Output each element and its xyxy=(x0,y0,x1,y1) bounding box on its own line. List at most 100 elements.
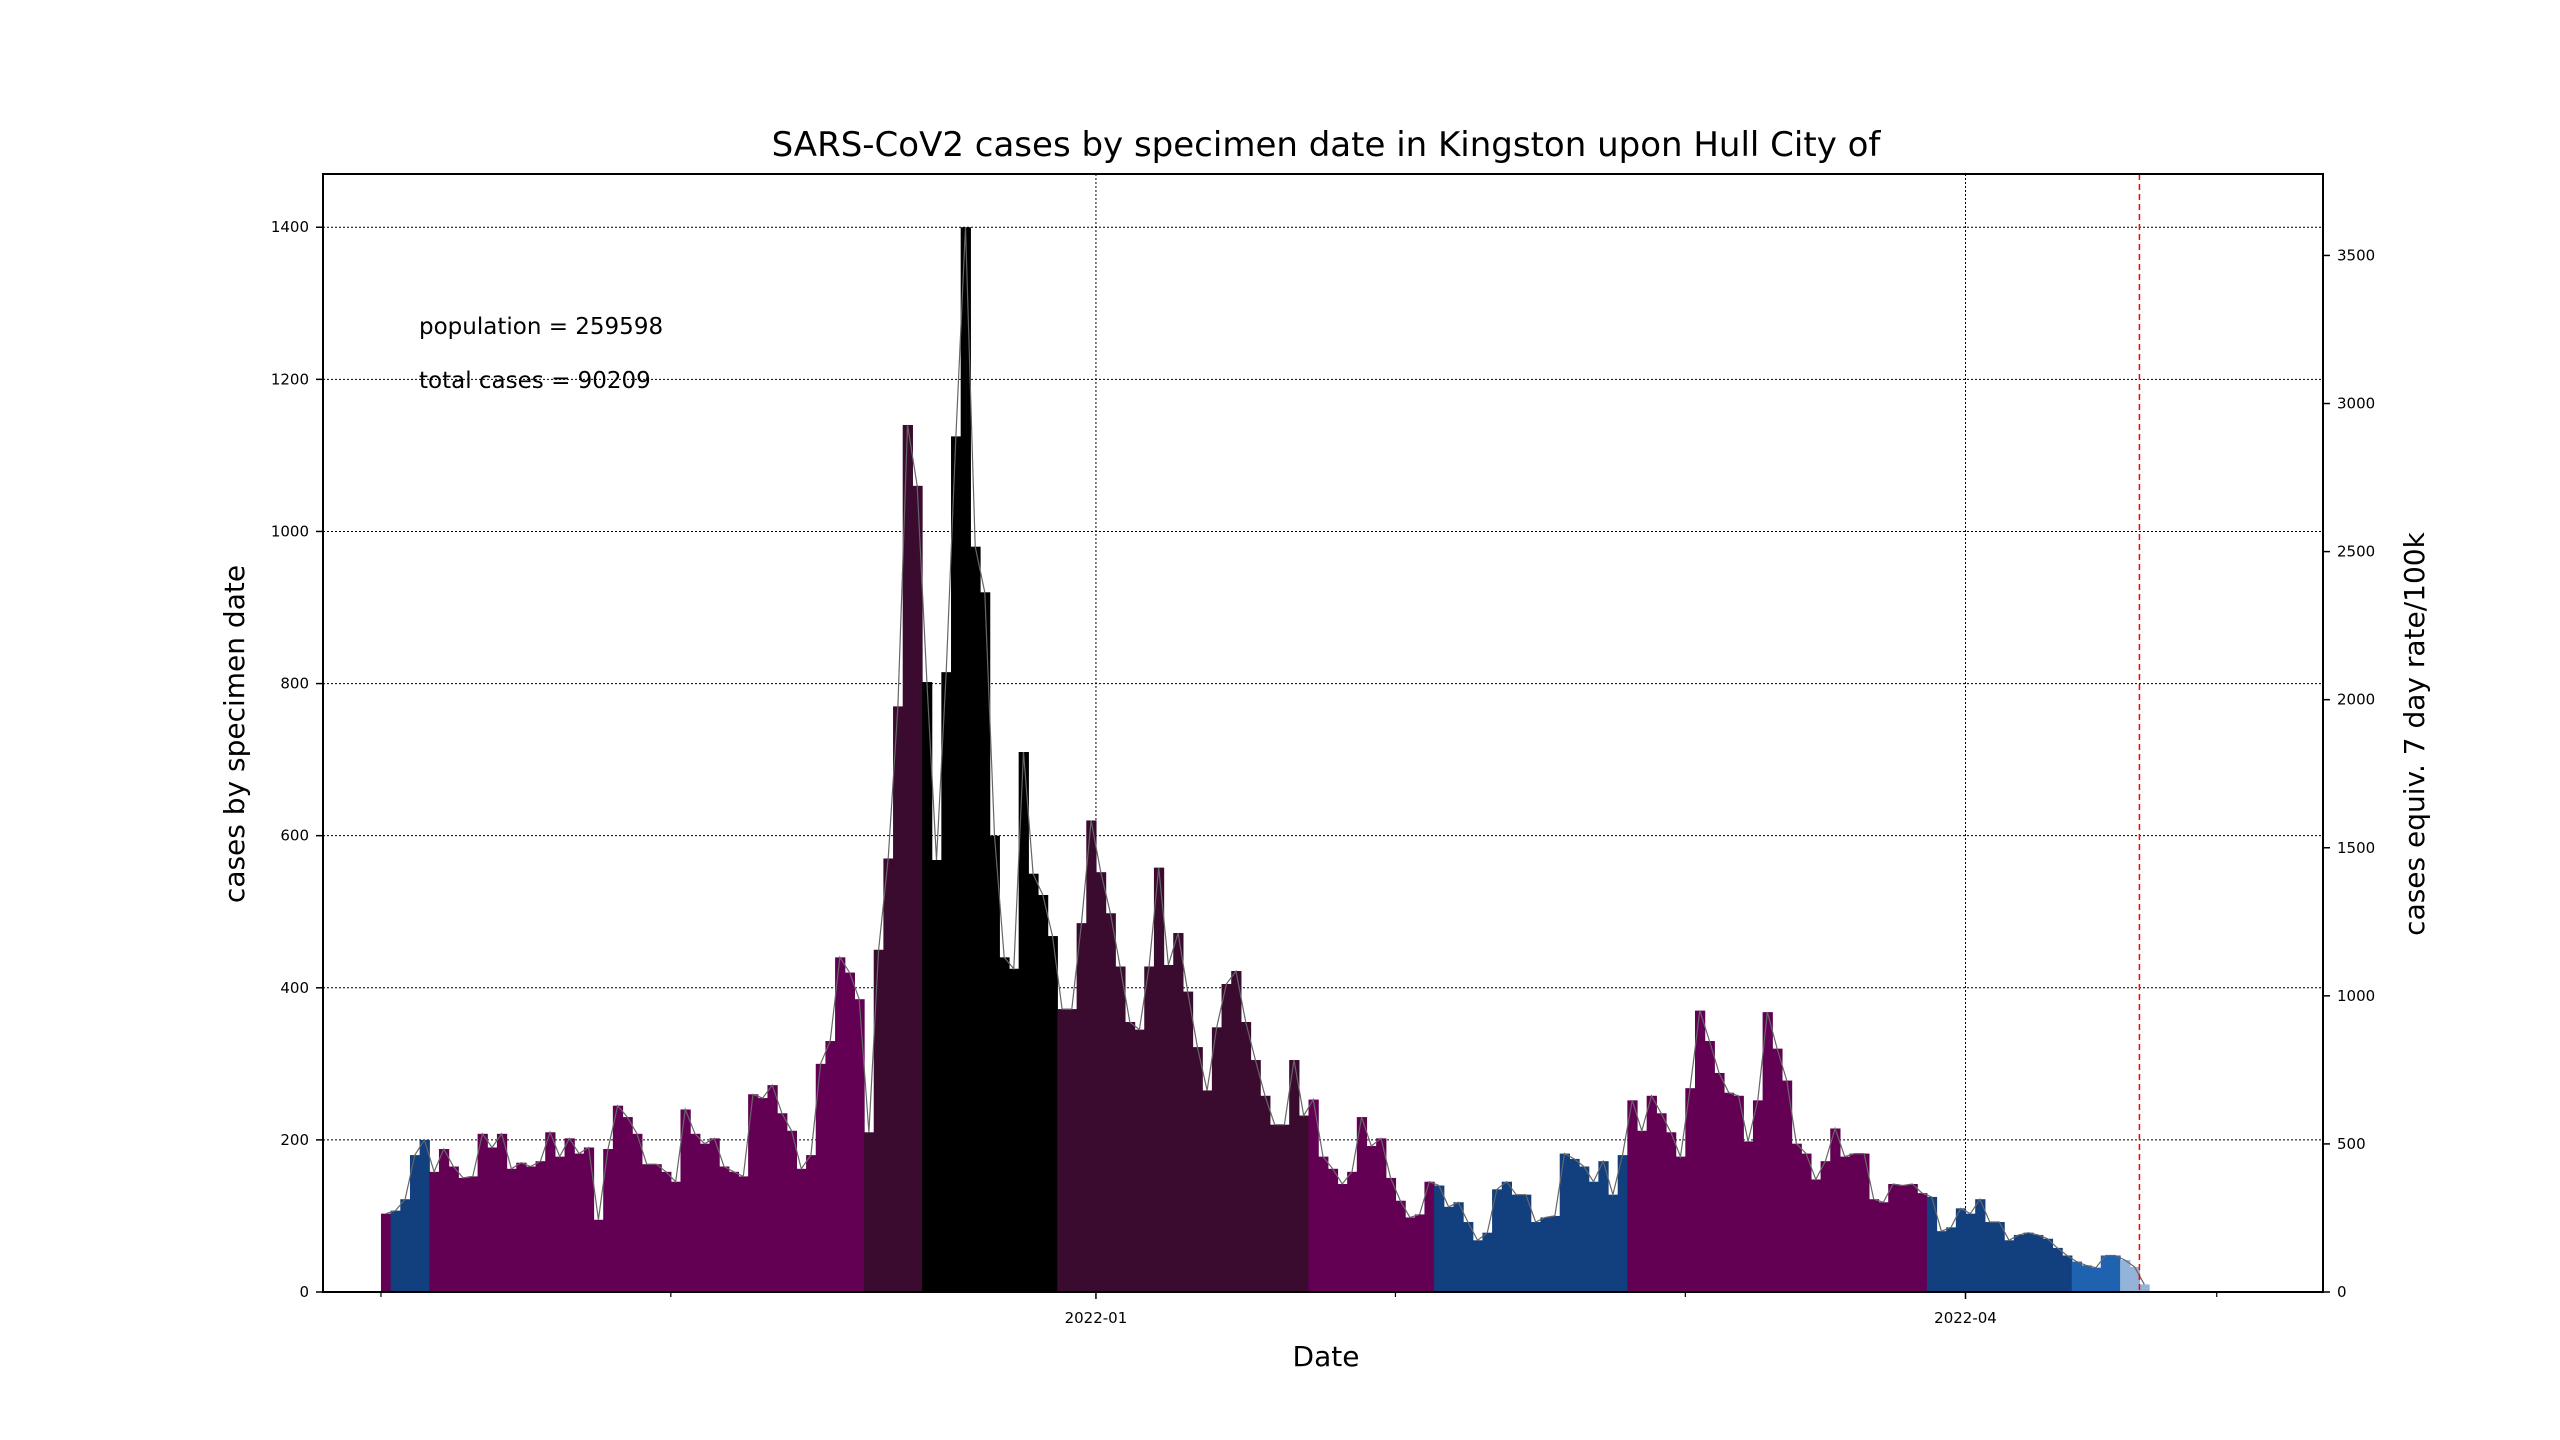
y-right-tick-label: 3500 xyxy=(2337,246,2375,264)
case-bar xyxy=(1743,1141,1754,1292)
case-bar xyxy=(1926,1196,1938,1292)
case-bar xyxy=(2110,1255,2121,1292)
case-bar xyxy=(1907,1184,1918,1292)
case-bar xyxy=(699,1143,711,1292)
case-bar xyxy=(651,1164,662,1292)
case-bar xyxy=(419,1139,430,1292)
case-bar xyxy=(2033,1234,2044,1292)
y-tick-label: 200 xyxy=(280,1131,309,1149)
case-bar xyxy=(1163,964,1174,1292)
case-bar xyxy=(1279,1124,1290,1292)
y-tick-label: 600 xyxy=(280,827,309,845)
case-bar xyxy=(844,972,856,1292)
case-bar xyxy=(1182,991,1194,1292)
case-bar xyxy=(960,227,971,1293)
case-bar xyxy=(545,1132,556,1292)
case-bar xyxy=(622,1117,633,1292)
case-bar xyxy=(709,1138,720,1292)
case-bar xyxy=(902,424,913,1292)
chart-title: SARS-CoV2 cases by specimen date in King… xyxy=(772,125,1882,165)
case-bar xyxy=(1955,1208,1967,1292)
case-bar xyxy=(1492,1189,1503,1292)
case-bar xyxy=(1057,1009,1068,1292)
case-bar xyxy=(1405,1217,1416,1292)
case-bar xyxy=(1598,1161,1609,1292)
case-bar xyxy=(1530,1222,1541,1292)
case-bar xyxy=(2129,1266,2141,1292)
case-bar xyxy=(1463,1222,1474,1292)
case-bar xyxy=(1076,923,1087,1292)
case-bar xyxy=(680,1109,691,1292)
case-bar xyxy=(1385,1177,1397,1292)
case-bar xyxy=(1356,1117,1368,1292)
case-bar xyxy=(448,1166,459,1292)
y-tick-label: 800 xyxy=(280,675,309,693)
case-bar xyxy=(777,1113,788,1292)
case-bar xyxy=(1501,1181,1513,1292)
case-bar xyxy=(603,1149,614,1292)
case-bar xyxy=(1289,1060,1300,1292)
case-bar xyxy=(496,1133,508,1292)
case-bar xyxy=(1250,1060,1261,1292)
case-bar xyxy=(922,682,933,1292)
case-bar xyxy=(1588,1181,1599,1292)
case-bar xyxy=(1018,752,1029,1292)
case-bar xyxy=(2004,1240,2015,1292)
case-bar xyxy=(2091,1267,2102,1292)
y-right-tick-label: 1500 xyxy=(2337,839,2375,857)
case-bar xyxy=(1231,971,1242,1292)
case-bar xyxy=(1752,1100,1764,1292)
case-bar xyxy=(1733,1095,1744,1292)
case-bar xyxy=(1337,1184,1348,1292)
case-bar xyxy=(1540,1217,1551,1292)
case-bar xyxy=(1318,1156,1329,1292)
case-bar xyxy=(893,706,904,1292)
rolling-line xyxy=(385,227,2145,1285)
case-bar xyxy=(1646,1095,1657,1292)
case-bar xyxy=(1482,1232,1493,1292)
case-bar xyxy=(854,999,865,1292)
case-bar xyxy=(786,1130,798,1292)
case-bar xyxy=(989,835,1000,1292)
case-bar xyxy=(1868,1199,1880,1292)
case-bar xyxy=(1153,867,1165,1292)
case-bar xyxy=(999,957,1010,1292)
case-bar xyxy=(1221,983,1232,1292)
case-bar xyxy=(1984,1222,1996,1292)
case-bar xyxy=(1569,1158,1580,1292)
ticks: 0 200 400 600 800 1000 1200 1400 0 500 1000 1500 200… xyxy=(271,218,2375,1327)
case-bar xyxy=(661,1171,672,1292)
case-bar xyxy=(1579,1166,1590,1292)
y-right-tick-label: 3000 xyxy=(2337,395,2375,413)
y-tick-label: 400 xyxy=(280,979,309,997)
case-bar xyxy=(1298,1115,1310,1292)
case-bar xyxy=(1791,1143,1802,1292)
case-bar xyxy=(1994,1222,2005,1292)
case-bar xyxy=(458,1177,469,1292)
case-bar xyxy=(1144,966,1155,1292)
case-bar xyxy=(719,1166,730,1292)
case-bar xyxy=(931,860,942,1292)
case-bar xyxy=(641,1164,653,1292)
annotation-population: population = 259598 xyxy=(419,314,663,340)
case-bar xyxy=(400,1199,411,1292)
case-bar xyxy=(1849,1153,1860,1292)
y-tick-label: 1000 xyxy=(271,522,309,540)
case-bar xyxy=(2120,1260,2131,1292)
case-bar xyxy=(1269,1124,1281,1292)
case-bar xyxy=(912,485,923,1292)
case-bar xyxy=(1694,1010,1706,1292)
case-bar xyxy=(2100,1255,2112,1292)
case-bar xyxy=(1086,820,1097,1292)
case-bar xyxy=(409,1155,421,1292)
plot-frame xyxy=(322,173,2324,1293)
case-bar xyxy=(1627,1100,1638,1292)
case-bar xyxy=(1521,1194,1532,1292)
case-bar xyxy=(506,1168,517,1292)
case-bar xyxy=(757,1098,769,1292)
case-bar xyxy=(980,592,991,1292)
case-bar xyxy=(2081,1265,2092,1292)
x-tick-label: 2022-01 xyxy=(1065,1309,1128,1327)
y-right-tick-label: 2000 xyxy=(2337,691,2375,709)
